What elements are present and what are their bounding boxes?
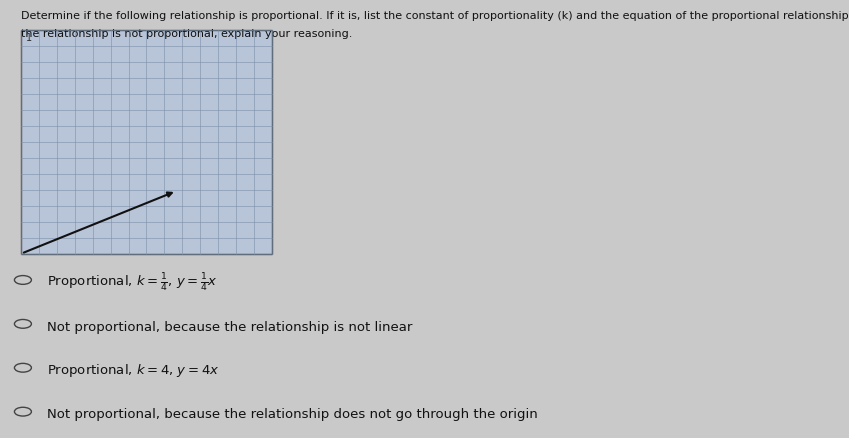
Text: Proportional, $k = \frac{1}{4}$, $y = \frac{1}{4}x$: Proportional, $k = \frac{1}{4}$, $y = \f… [47,272,217,293]
Text: Proportional, $k = 4$, $y = 4x$: Proportional, $k = 4$, $y = 4x$ [47,362,219,378]
Text: 1: 1 [25,33,31,43]
Text: Not proportional, because the relationship does not go through the origin: Not proportional, because the relationsh… [47,407,537,420]
Text: Not proportional, because the relationship is not linear: Not proportional, because the relationsh… [47,320,412,333]
Text: the relationship is not proportional, explain your reasoning.: the relationship is not proportional, ex… [21,28,352,39]
Text: Determine if the following relationship is proportional. If it is, list the cons: Determine if the following relationship … [21,11,849,21]
FancyBboxPatch shape [21,31,272,254]
